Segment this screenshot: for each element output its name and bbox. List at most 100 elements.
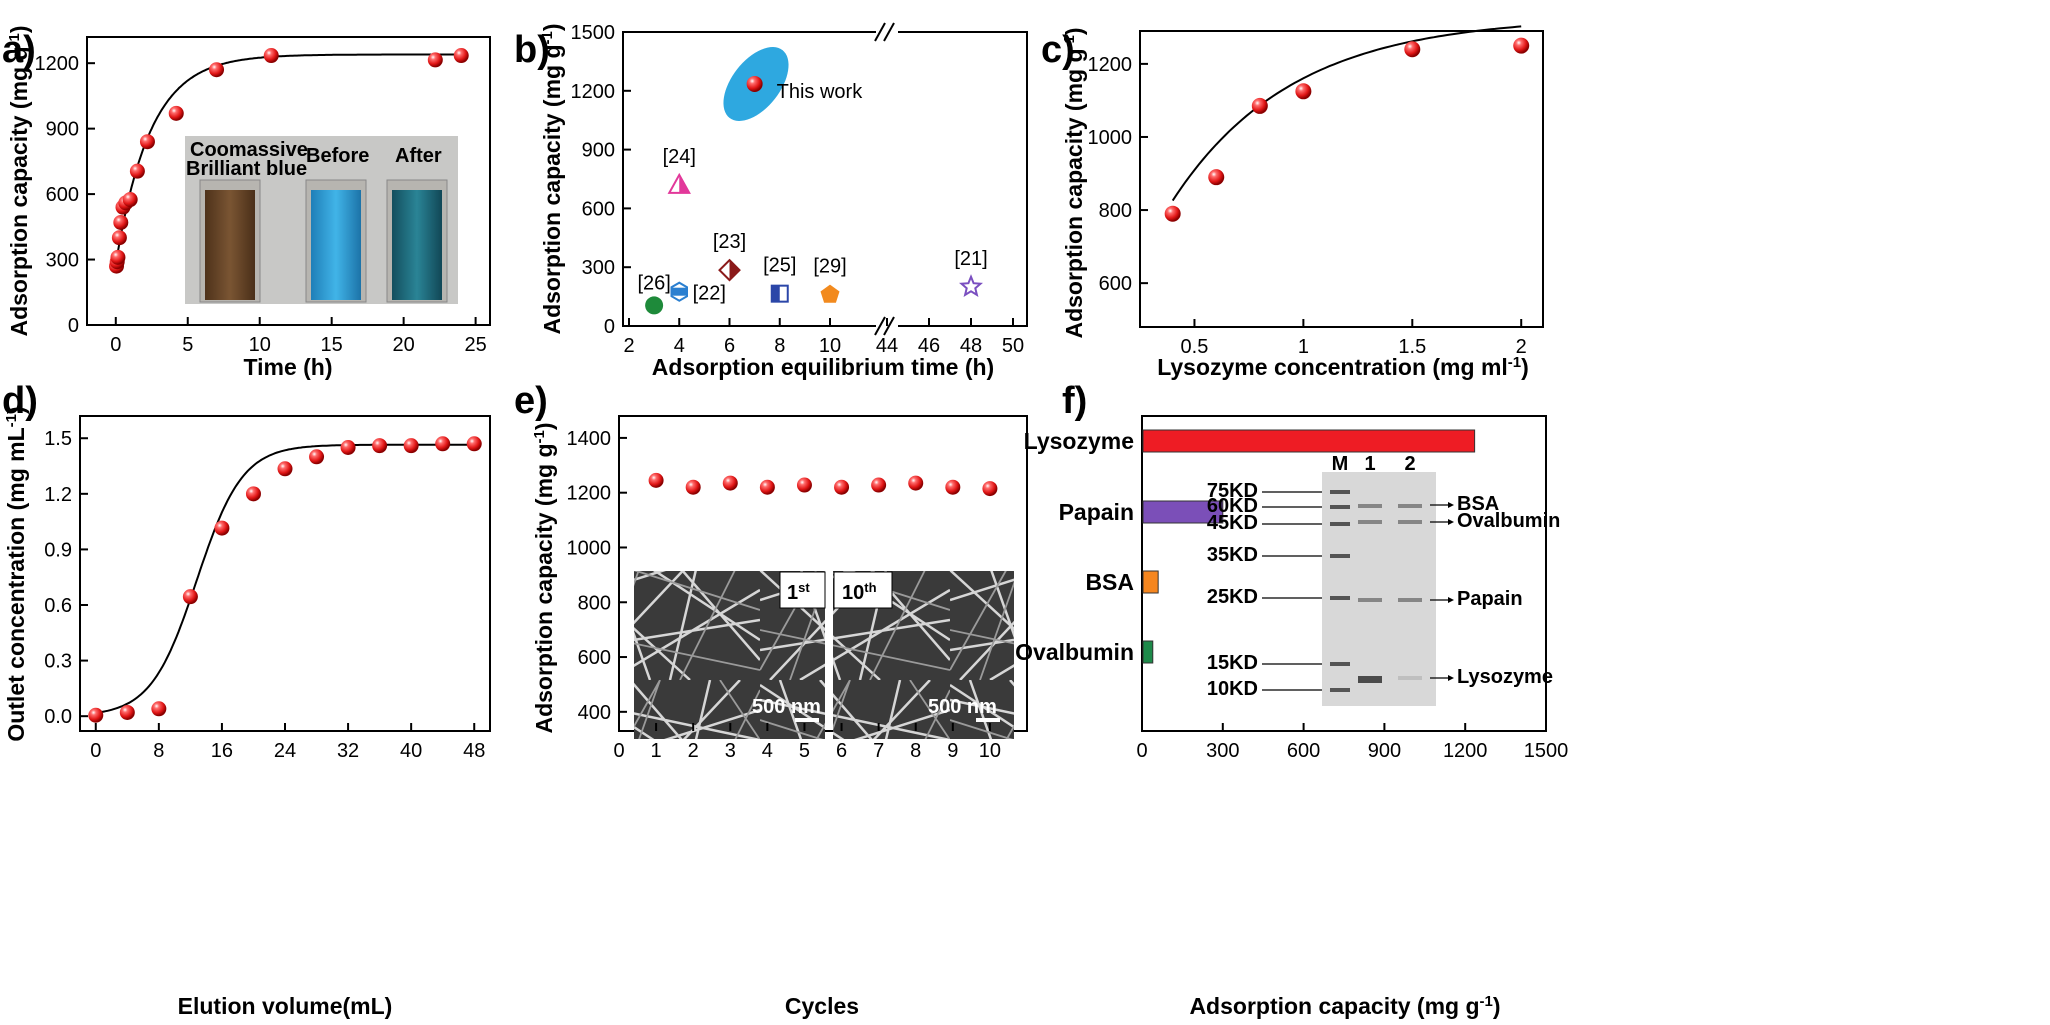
gel-marker-band bbox=[1330, 505, 1350, 509]
panel-d-xtick-label: 24 bbox=[274, 740, 296, 762]
panel-e-point bbox=[648, 472, 664, 488]
panel-e-ytick-label: 1400 bbox=[567, 428, 612, 450]
panel-b-point-label: [25] bbox=[763, 255, 796, 277]
panel-f-category-label: Papain bbox=[1059, 499, 1134, 525]
panel-f-xtick-label: 1200 bbox=[1443, 740, 1488, 762]
gel-sample-band bbox=[1358, 676, 1382, 683]
panel-e-point bbox=[982, 481, 998, 497]
panel-d-xtick-label: 48 bbox=[463, 740, 485, 762]
gel-band-label: Lysozyme bbox=[1457, 666, 1553, 688]
panel-a-point bbox=[168, 105, 184, 121]
gel-marker-band bbox=[1330, 490, 1350, 494]
panel-c-ytick-label: 1200 bbox=[1088, 54, 1133, 76]
gel-band-arrowhead bbox=[1448, 597, 1454, 603]
panel-f-frame bbox=[1141, 415, 1547, 732]
gel-marker-label: 10KD bbox=[1207, 678, 1258, 700]
panel-d-point bbox=[372, 438, 388, 454]
gel-marker-band bbox=[1330, 688, 1350, 692]
panel-e-xtick-label: 7 bbox=[873, 740, 884, 762]
panel-b-xtick-label: 6 bbox=[724, 335, 735, 357]
panel-c-point bbox=[1208, 169, 1225, 186]
panel-c-label: c) bbox=[1041, 29, 1075, 71]
panel-a-fit-curve bbox=[114, 53, 463, 265]
panel-a-ytick-label: 600 bbox=[46, 184, 79, 206]
panel-a-ylabel: Adsorption capacity (mg g-1) bbox=[6, 25, 33, 336]
panel-e-xtick-label: 4 bbox=[762, 740, 773, 762]
panel-b-point-circle bbox=[645, 296, 664, 315]
panel-b-point-triangle-fill bbox=[679, 174, 690, 193]
panel-b-point-label: [22] bbox=[693, 283, 726, 305]
panel-f-bar-bsa bbox=[1142, 570, 1159, 594]
panel-b-xtick-label: 50 bbox=[1002, 335, 1024, 357]
panel-e-xtick-label: 1 bbox=[651, 740, 662, 762]
panel-f-bar-ovalbumin bbox=[1142, 640, 1154, 664]
gel-lane-label: 2 bbox=[1404, 453, 1415, 475]
panel-b-xtick-label: 4 bbox=[674, 335, 685, 357]
panel-a-point bbox=[427, 52, 443, 68]
vial-before bbox=[311, 190, 361, 300]
sem-tag-1st: 1st bbox=[787, 580, 810, 605]
gel-lane-label: 1 bbox=[1364, 453, 1375, 475]
panel-b-xtick-label: 2 bbox=[623, 335, 634, 357]
panel-b-point-label: This work bbox=[777, 81, 864, 103]
panel-a-point bbox=[453, 48, 469, 64]
panel-c-xtick-label: 0.5 bbox=[1181, 336, 1209, 358]
panel-e-xtick-label: 2 bbox=[688, 740, 699, 762]
gel-background bbox=[1322, 472, 1436, 706]
panel-e-point bbox=[722, 475, 738, 491]
panel-e-point bbox=[908, 475, 924, 491]
panel-c-ytick-label: 600 bbox=[1099, 273, 1132, 295]
panel-a-xtick-label: 25 bbox=[464, 334, 486, 356]
scale-bar-1st bbox=[795, 718, 819, 722]
panel-c-fit-curve bbox=[1171, 25, 1522, 202]
gel-band-arrowhead bbox=[1448, 502, 1454, 508]
panel-f-xtick-label: 900 bbox=[1368, 740, 1401, 762]
panel-c-ytick-label: 1000 bbox=[1088, 127, 1133, 149]
sem-tag-10th-box bbox=[833, 571, 893, 609]
panel-e: e) 1st 10th 500 nm 500 nm 0 1 2 3 4 5 6 7 8 9 10 40… bbox=[514, 380, 1028, 1019]
panel-b-ytick-label: 600 bbox=[582, 198, 615, 220]
panel-b-point-label: [24] bbox=[663, 146, 696, 168]
panel-a-ytick-label: 0 bbox=[68, 315, 79, 337]
scale-bar-label-10th: 500 nm bbox=[928, 696, 997, 718]
gel-sample-band bbox=[1358, 520, 1382, 524]
gel-sample-band bbox=[1398, 504, 1422, 508]
panel-a-xtick-label: 5 bbox=[182, 334, 193, 356]
panel-e-point bbox=[759, 479, 775, 495]
panel-a-point bbox=[111, 230, 127, 246]
panel-d-fit-curve bbox=[95, 443, 475, 714]
panel-a-ytick-label: 1200 bbox=[35, 53, 80, 75]
vial-brown bbox=[205, 190, 255, 300]
panel-f-label: f) bbox=[1062, 380, 1087, 422]
panel-e-point bbox=[871, 477, 887, 493]
gel-sample-band bbox=[1398, 676, 1422, 680]
gel-marker-label: 15KD bbox=[1207, 652, 1258, 674]
panel-f-bar-lysozyme bbox=[1142, 429, 1476, 453]
panel-d-point bbox=[88, 707, 104, 723]
panel-d-point bbox=[277, 461, 293, 477]
gel-marker-label: 60KD bbox=[1207, 495, 1258, 517]
inset-label-after: After bbox=[395, 145, 442, 167]
panel-d-ytick-label: 0.9 bbox=[44, 539, 72, 561]
panel-b-ytick-label: 1200 bbox=[571, 81, 616, 103]
panel-d-xtick-label: 8 bbox=[153, 740, 164, 762]
scale-bar-10th bbox=[976, 718, 1000, 722]
panel-c-xlabel: Lysozyme concentration (mg ml-1) bbox=[1157, 354, 1529, 381]
panel-e-ytick-label: 1000 bbox=[567, 537, 612, 559]
panel-e-ytick-label: 1200 bbox=[567, 483, 612, 505]
panel-c-xtick-label: 1 bbox=[1298, 336, 1309, 358]
panel-c-ytick-label: 800 bbox=[1099, 200, 1132, 222]
panel-e-xtick-label: 6 bbox=[836, 740, 847, 762]
axis-break bbox=[874, 22, 898, 336]
panel-b-label: b) bbox=[514, 29, 550, 71]
panel-a-ytick-label: 300 bbox=[46, 250, 79, 272]
panel-a-point bbox=[209, 62, 225, 78]
panel-d-ytick-label: 0.0 bbox=[44, 706, 72, 728]
panel-b-point-pentagon bbox=[820, 284, 840, 303]
panel-d-ytick-label: 0.6 bbox=[44, 595, 72, 617]
panel-d-point bbox=[340, 440, 356, 455]
panel-b-ytick-label: 1500 bbox=[571, 22, 616, 44]
gel-marker-label: 45KD bbox=[1207, 512, 1258, 534]
